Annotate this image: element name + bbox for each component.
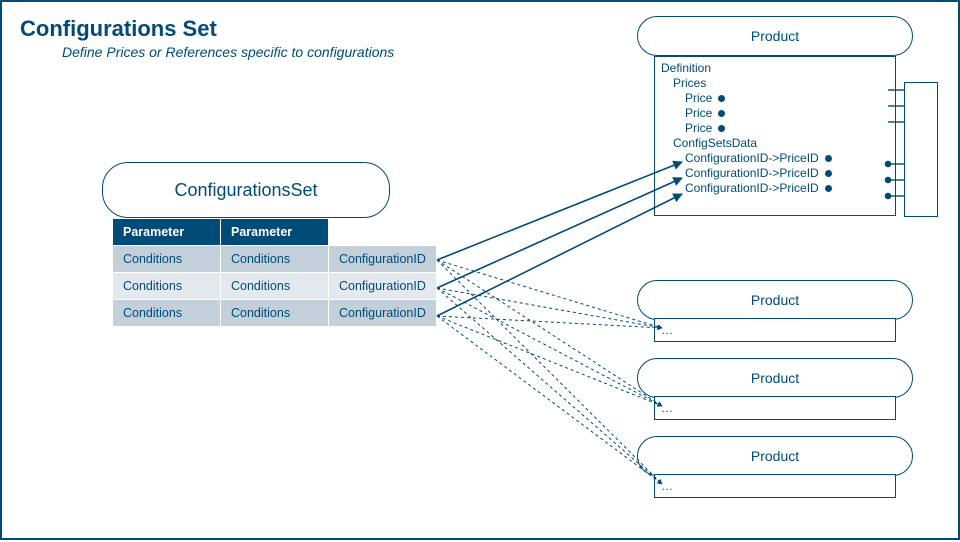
connector-dot-icon [718,95,725,102]
product-tree-line: Price [661,91,889,106]
table-header-blank [329,219,437,246]
product-small-pill: Product [637,358,913,398]
table-cell: Conditions [221,300,329,327]
product-small-pill: Product [637,436,913,476]
table-cell: ConfigurationID [329,300,437,327]
product-tree-line: Definition [661,61,889,76]
table-cell: Conditions [113,273,221,300]
product-tree-line: Price [661,121,889,136]
product-small-boxtext: … [661,401,673,415]
table-cell: ConfigurationID [329,273,437,300]
table-row: Conditions Conditions ConfigurationID [113,246,437,273]
table-header: Parameter [221,219,329,246]
table-cell: Conditions [221,273,329,300]
product-small-boxtext: … [661,323,673,337]
product-tree-line: ConfigurationID->PriceID [661,151,889,166]
product-tree-line: Prices [661,76,889,91]
table-cell: ConfigurationID [329,246,437,273]
product-small-boxtext: … [661,479,673,493]
diagram-canvas: Configurations Set Define Prices or Refe… [0,0,960,540]
configset-label: ConfigurationsSet [174,180,317,201]
product-side-box [904,82,938,217]
table-cell: Conditions [113,246,221,273]
connector-dot-icon [825,155,832,162]
connector-dot-icon [718,125,725,132]
table-cell: Conditions [221,246,329,273]
product-small-pill: Product [637,280,913,320]
product-small-box: … [654,396,896,420]
product-small-label: Product [751,370,799,386]
page-title: Configurations Set [20,16,217,42]
connector-dot-icon [825,185,832,192]
product-small-label: Product [751,292,799,308]
connector-dot-icon [718,110,725,117]
product-main-box: DefinitionPricesPricePricePriceConfigSet… [654,56,896,216]
configset-pill: ConfigurationsSet [102,162,390,218]
configset-table: Parameter Parameter Conditions Condition… [112,218,437,327]
table-cell: Conditions [113,300,221,327]
product-small-box: … [654,474,896,498]
product-small-box: … [654,318,896,342]
table-row: Conditions Conditions ConfigurationID [113,273,437,300]
product-tree-line: ConfigurationID->PriceID [661,181,889,196]
product-main-pill: Product [637,16,913,56]
product-tree-line: ConfigurationID->PriceID [661,166,889,181]
product-small-label: Product [751,448,799,464]
page-subtitle: Define Prices or References specific to … [62,44,394,60]
table-row: Conditions Conditions ConfigurationID [113,300,437,327]
product-main-label: Product [751,28,799,44]
table-header-row: Parameter Parameter [113,219,437,246]
table-header: Parameter [113,219,221,246]
product-tree-line: Price [661,106,889,121]
product-tree-line: ConfigSetsData [661,136,889,151]
connector-dot-icon [825,170,832,177]
